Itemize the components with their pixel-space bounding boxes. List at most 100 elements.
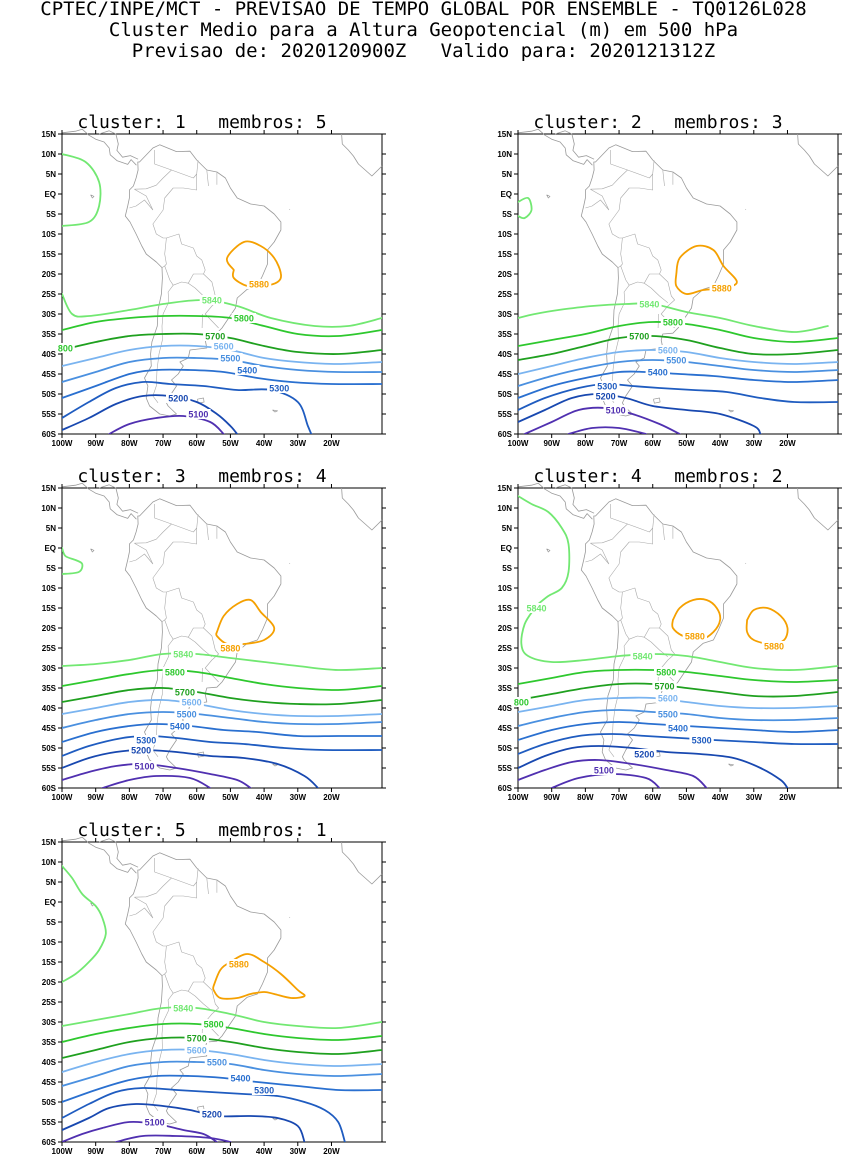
map-plot: 15N10N5NEQ5S10S15S20S25S30S35S40S45S50S5… (12, 842, 392, 1162)
lat-label: 30S (42, 1018, 57, 1027)
lon-label: 80W (577, 793, 594, 802)
lon-label: 50W (222, 1147, 239, 1156)
header-line-1: CPTEC/INPE/MCT - PREVISAO DE TEMPO GLOBA… (0, 0, 847, 20)
lat-label: 5N (502, 170, 512, 179)
lon-label: 70W (611, 439, 628, 448)
lon-label: 70W (611, 793, 628, 802)
lat-label: 30S (42, 310, 57, 319)
lat-label: 10N (41, 858, 56, 867)
lat-label: 35S (42, 330, 57, 339)
lat-label: 5S (46, 210, 56, 219)
lat-label: 5N (46, 170, 56, 179)
lon-label: 70W (155, 439, 172, 448)
contour-label: 5500 (658, 710, 678, 720)
contour-label: 5100 (145, 1118, 165, 1128)
lon-label: 80W (121, 439, 138, 448)
lon-label: 90W (87, 1147, 104, 1156)
contour-label: 5700 (205, 332, 225, 342)
lat-label: 15N (497, 484, 512, 493)
lon-label: 100W (52, 439, 73, 448)
lon-label: 70W (155, 793, 172, 802)
lat-label: 30S (498, 664, 513, 673)
lat-label: 40S (42, 350, 57, 359)
contour-label: 5400 (231, 1074, 251, 1084)
contour-label: 5840 (202, 296, 222, 306)
lat-label: 40S (498, 704, 513, 713)
lat-label: 55S (42, 764, 57, 773)
lon-label: 90W (543, 793, 560, 802)
lon-label: 80W (121, 1147, 138, 1156)
lat-label: 10S (42, 584, 57, 593)
lat-label: 5S (502, 564, 512, 573)
lat-label: 15S (42, 958, 57, 967)
contour-label: 5200 (131, 746, 151, 756)
contour-label: 5880 (685, 632, 705, 642)
lon-label: 30W (290, 1147, 307, 1156)
lat-label: 45S (42, 724, 57, 733)
lat-label: 10N (41, 504, 56, 513)
lon-label: 50W (222, 793, 239, 802)
lat-label: 5N (46, 878, 56, 887)
contour-label: 5300 (269, 384, 289, 394)
lon-label: 100W (52, 793, 73, 802)
lon-label: 50W (678, 439, 695, 448)
lat-label: 5S (46, 564, 56, 573)
lat-label: 55S (42, 1118, 57, 1127)
contour-label: 5800 (204, 1020, 224, 1030)
lon-label: 80W (121, 793, 138, 802)
lat-label: 35S (42, 1038, 57, 1047)
contour-label: 5100 (188, 410, 208, 420)
lat-label: 15S (498, 250, 513, 259)
lat-label: 15S (42, 250, 57, 259)
contour-label: 5840 (633, 652, 653, 662)
lon-label: 40W (256, 793, 273, 802)
panel-title: cluster: 3 membros: 4 (12, 466, 392, 487)
contour-label: 5800 (165, 668, 185, 678)
lon-label: 100W (508, 439, 529, 448)
panel-title: cluster: 5 membros: 1 (12, 820, 392, 841)
contour-label: 5400 (170, 722, 190, 732)
map-plot: 15N10N5NEQ5S10S15S20S25S30S35S40S45S50S5… (12, 134, 392, 454)
lat-label: 60S (42, 784, 57, 793)
lat-label: 40S (42, 1058, 57, 1067)
contour-label: 5840 (173, 1004, 193, 1014)
lat-label: 10N (497, 504, 512, 513)
contour-label: 5880 (229, 960, 249, 970)
lat-label: 5N (502, 524, 512, 533)
lat-label: 55S (498, 764, 513, 773)
lat-label: 30S (498, 310, 513, 319)
lat-label: EQ (500, 544, 512, 553)
contour-label: 5300 (597, 382, 617, 392)
lon-label: 20W (323, 1147, 340, 1156)
contour-label: 5600 (658, 346, 678, 356)
lat-label: 50S (42, 744, 57, 753)
contour-label: 5300 (254, 1086, 274, 1096)
lat-label: 50S (42, 390, 57, 399)
lat-label: 35S (42, 684, 57, 693)
lat-label: 50S (498, 390, 513, 399)
lon-label: 30W (746, 439, 763, 448)
contour-label: 5880 (220, 644, 240, 654)
contour-label: 5700 (629, 332, 649, 342)
lat-label: 25S (498, 290, 513, 299)
lat-label: EQ (44, 190, 56, 199)
contour-label: 5500 (220, 354, 240, 364)
contour-label: 5700 (187, 1034, 207, 1044)
lat-label: 15N (41, 484, 56, 493)
lat-label: EQ (500, 190, 512, 199)
header-line-2: Cluster Medio para a Altura Geopotencial… (0, 20, 847, 41)
map-frame (62, 842, 382, 1142)
panel-title: cluster: 2 membros: 3 (468, 112, 847, 133)
lat-label: 5S (502, 210, 512, 219)
lat-label: 45S (42, 1078, 57, 1087)
contour-label: 5500 (177, 710, 197, 720)
lat-label: 10N (497, 150, 512, 159)
contour-label: 5100 (606, 406, 626, 416)
contour-label: 5300 (136, 736, 156, 746)
lat-label: 20S (42, 978, 57, 987)
contour-label: 5400 (648, 368, 668, 378)
